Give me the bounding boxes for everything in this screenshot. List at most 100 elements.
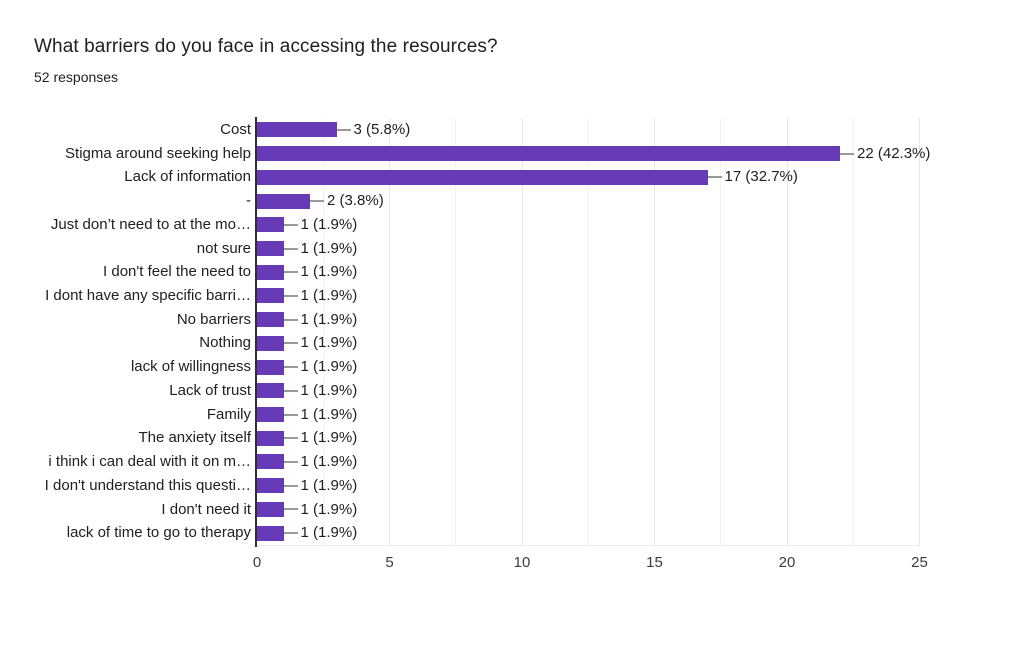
x-tick-label: 15	[646, 554, 663, 571]
category-label: Cost	[220, 121, 251, 138]
value-label: 1 (1.9%)	[300, 453, 358, 471]
bar	[257, 264, 284, 280]
bar	[257, 169, 708, 185]
bar	[257, 454, 284, 470]
category-label: i think i can deal with it on m…	[48, 453, 251, 471]
value-label: 1 (1.9%)	[300, 310, 358, 328]
chart-row: I don't feel the need to 1 (1.9%)	[0, 260, 1024, 284]
response-count: 52 responses	[34, 69, 119, 85]
value-label: 1 (1.9%)	[300, 334, 358, 352]
value-label: 1 (1.9%)	[300, 524, 358, 542]
bar-connector-line	[840, 152, 854, 155]
chart-row: not sure 1 (1.9%)	[0, 237, 1024, 261]
bar	[257, 312, 284, 328]
chart-row: Just don’t need to at the mo… 1 (1.9%)	[0, 213, 1024, 237]
bar	[257, 288, 284, 304]
value-label: 1 (1.9%)	[300, 239, 358, 257]
x-axis-tick-labels: 0 5 10 15 20 25	[0, 554, 1024, 574]
bar-connector-line	[283, 271, 298, 274]
value-label: 1 (1.9%)	[300, 476, 358, 494]
bar-connector-line	[283, 247, 298, 250]
gridline	[786, 118, 788, 545]
chart-row: Lack of trust 1 (1.9%)	[0, 379, 1024, 403]
category-label: Family	[206, 405, 251, 423]
value-label: 1 (1.9%)	[300, 429, 358, 447]
chart-row: Cost 3 (5.8%)	[0, 118, 1024, 142]
category-label: I don't understand this questi…	[44, 476, 251, 494]
chart-row: Lack of information 17 (32.7%)	[0, 165, 1024, 189]
chart-row: I dont have any specific barri… 1 (1.9%)	[0, 284, 1024, 308]
chart-row: i think i can deal with it on m… 1 (1.9%)	[0, 450, 1024, 474]
x-tick-label: 0	[252, 554, 262, 571]
bar	[257, 430, 284, 446]
bar-connector-line	[283, 318, 298, 321]
gridline	[389, 118, 390, 545]
chart-row: The anxiety itself 1 (1.9%)	[0, 426, 1024, 450]
x-tick-label: 5	[385, 554, 394, 571]
gridline	[919, 118, 920, 545]
category-label: I dont have any specific barri…	[45, 287, 251, 305]
chart-row: lack of time to go to therapy 1 (1.9%)	[0, 521, 1024, 545]
chart-row: lack of willingness 1 (1.9%)	[0, 355, 1024, 379]
category-label: Lack of trust	[169, 381, 251, 399]
x-tick-label: 25	[911, 554, 928, 571]
value-label: 17 (32.7%)	[724, 168, 798, 186]
value-label: 1 (1.9%)	[300, 215, 358, 233]
chart-row: I don't need it 1 (1.9%)	[0, 498, 1024, 522]
category-label: lack of willingness	[130, 358, 251, 376]
chart-row: Stigma around seeking help 22 (42.3%)	[0, 142, 1024, 166]
bar	[257, 478, 284, 494]
chart-row: I don't understand this questi… 1 (1.9%)	[0, 474, 1024, 498]
bar	[257, 335, 284, 351]
bar-connector-line	[283, 294, 298, 297]
gridline	[587, 118, 589, 545]
gridline	[455, 118, 457, 545]
category-label: -	[246, 192, 251, 210]
category-label: The anxiety itself	[138, 429, 251, 447]
chart-row: - 2 (3.8%)	[0, 189, 1024, 213]
question-title: What barriers do you face in accessing t…	[34, 36, 498, 57]
category-label: lack of time to go to therapy	[66, 524, 251, 542]
value-label: 3 (5.8%)	[353, 121, 411, 138]
value-label: 1 (1.9%)	[300, 263, 358, 281]
value-label: 1 (1.9%)	[300, 287, 358, 305]
bar-connector-line	[283, 389, 298, 392]
value-label: 22 (42.3%)	[857, 144, 931, 162]
value-label: 1 (1.9%)	[300, 405, 358, 423]
chart-rows: Cost 3 (5.8%) Stigma around seeking help 22…	[0, 118, 1024, 545]
bar	[257, 146, 840, 162]
y-axis-line	[255, 117, 257, 547]
bar	[257, 193, 310, 209]
gridline	[654, 118, 655, 545]
bar-connector-line	[283, 342, 298, 345]
gridlines-layer	[257, 118, 920, 546]
bar-connector-line	[283, 223, 298, 226]
gridline	[322, 118, 324, 545]
category-label: Stigma around seeking help	[65, 144, 251, 162]
horizontal-bar-chart: Cost 3 (5.8%) Stigma around seeking help 22…	[0, 117, 1024, 618]
bar-connector-line	[283, 366, 298, 369]
bar	[257, 407, 284, 423]
bar	[257, 122, 337, 138]
x-tick-label: 20	[778, 554, 796, 571]
bar-connector-line	[283, 532, 298, 535]
value-label: 1 (1.9%)	[300, 358, 358, 376]
category-label: Lack of information	[124, 168, 251, 186]
bar-connector-line	[283, 460, 298, 463]
bar	[257, 383, 284, 399]
bar-connector-line	[283, 484, 298, 487]
bar	[257, 241, 284, 256]
bar-connector-line	[310, 200, 324, 203]
category-label: I don't need it	[161, 500, 251, 518]
category-label: not sure	[196, 239, 251, 257]
x-tick-label: 10	[513, 554, 531, 571]
bar-connector-line	[283, 437, 298, 440]
value-label: 2 (3.8%)	[327, 192, 384, 210]
value-label: 1 (1.9%)	[300, 500, 358, 518]
gridline	[521, 118, 523, 545]
category-label: I don't feel the need to	[103, 263, 251, 281]
category-label: Just don’t need to at the mo…	[50, 215, 251, 233]
bar	[257, 525, 284, 541]
chart-row: Nothing 1 (1.9%)	[0, 331, 1024, 355]
